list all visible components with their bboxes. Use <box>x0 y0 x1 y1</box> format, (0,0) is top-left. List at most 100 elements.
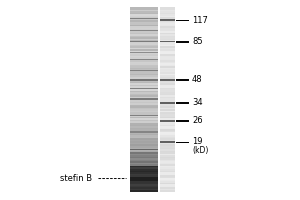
Bar <box>130 154 158 157</box>
Bar <box>160 164 175 166</box>
Bar <box>160 67 175 69</box>
Bar <box>160 168 175 171</box>
Bar <box>130 76 158 79</box>
Bar <box>160 148 175 151</box>
Bar <box>130 116 158 118</box>
Bar <box>160 141 175 143</box>
Bar <box>160 124 175 126</box>
Bar <box>130 56 158 59</box>
Bar <box>160 128 175 131</box>
Bar <box>130 144 158 146</box>
Bar <box>160 59 175 62</box>
Bar <box>160 10 175 13</box>
Bar <box>130 151 158 154</box>
Bar <box>160 142 175 144</box>
Bar <box>130 52 158 53</box>
Bar <box>130 179 158 181</box>
Bar <box>130 133 158 135</box>
Bar <box>160 38 175 40</box>
Bar <box>130 44 158 46</box>
Bar <box>160 161 175 163</box>
Bar <box>130 101 158 103</box>
Bar <box>160 122 175 125</box>
Bar <box>160 138 175 140</box>
Bar <box>130 36 158 39</box>
Bar <box>160 41 175 42</box>
Bar <box>160 36 175 39</box>
Bar <box>160 147 175 149</box>
Bar <box>160 150 175 152</box>
Bar <box>130 173 158 175</box>
Bar <box>160 62 175 65</box>
Bar <box>130 158 158 160</box>
Bar <box>160 90 175 92</box>
Bar <box>130 122 158 125</box>
Text: 34: 34 <box>192 98 202 107</box>
Bar <box>160 176 175 178</box>
Bar <box>130 164 158 166</box>
Bar <box>130 88 158 91</box>
Bar <box>160 188 175 190</box>
Bar <box>160 72 175 74</box>
Bar <box>160 151 175 154</box>
Bar <box>160 167 175 169</box>
Bar <box>160 98 175 100</box>
Bar <box>130 33 158 36</box>
Bar <box>130 69 158 71</box>
Bar <box>160 93 175 95</box>
Text: 85: 85 <box>192 37 202 46</box>
Bar <box>160 187 175 189</box>
Bar <box>160 145 175 148</box>
Bar <box>160 162 175 164</box>
Bar <box>160 81 175 83</box>
Bar <box>160 92 175 94</box>
Text: 26: 26 <box>192 116 202 125</box>
Bar <box>130 21 158 23</box>
Bar <box>160 115 175 117</box>
Bar <box>160 44 175 46</box>
Bar <box>130 61 158 63</box>
Bar <box>130 184 158 186</box>
Bar <box>160 64 175 66</box>
Bar <box>130 182 158 184</box>
Bar <box>160 49 175 51</box>
Bar <box>160 23 175 25</box>
Bar <box>130 7 158 10</box>
Bar <box>130 46 158 48</box>
Bar <box>130 10 158 13</box>
Bar <box>160 55 175 57</box>
Bar <box>160 76 175 79</box>
Bar <box>130 75 158 77</box>
Bar <box>130 84 158 86</box>
Bar <box>130 32 158 34</box>
Bar <box>130 124 158 126</box>
Bar <box>160 101 175 103</box>
Bar <box>130 39 158 42</box>
Bar <box>130 59 158 60</box>
Bar <box>130 18 158 19</box>
Bar <box>130 88 158 89</box>
Bar <box>130 118 158 120</box>
Bar <box>130 16 158 19</box>
Bar <box>130 149 158 150</box>
Bar <box>130 41 158 42</box>
Bar <box>130 64 158 66</box>
Bar <box>160 32 175 34</box>
Bar <box>160 35 175 37</box>
Bar <box>160 108 175 111</box>
Bar <box>160 136 175 138</box>
Bar <box>130 53 158 56</box>
Bar <box>130 185 158 187</box>
Bar <box>130 24 158 26</box>
Bar <box>130 90 158 92</box>
Bar <box>160 130 175 132</box>
Bar <box>160 52 175 54</box>
Bar <box>130 79 158 82</box>
Bar <box>160 73 175 75</box>
Bar <box>160 121 175 123</box>
Bar <box>160 105 175 108</box>
Bar <box>160 24 175 26</box>
Bar <box>160 82 175 85</box>
Bar <box>130 127 158 129</box>
Bar <box>130 180 158 183</box>
